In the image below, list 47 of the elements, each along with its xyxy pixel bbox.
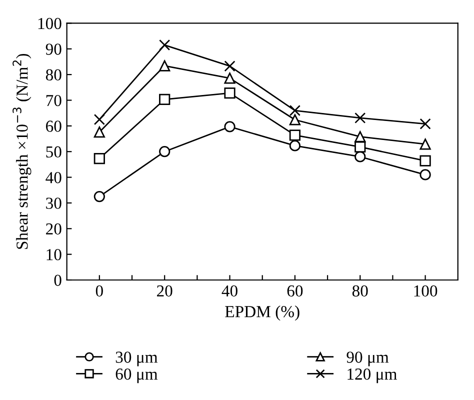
y-axis-title: Shear strength ×10$^{−3}$ (N/m$^{2}$) xyxy=(12,54,32,249)
y-tick-label: 60 xyxy=(46,120,62,132)
point xyxy=(420,118,431,130)
legend-label: 30 μm xyxy=(116,352,158,366)
point xyxy=(159,146,170,158)
point xyxy=(159,39,170,51)
point xyxy=(94,152,105,164)
y-tick-label: 90 xyxy=(46,44,62,55)
point xyxy=(289,104,300,116)
point xyxy=(94,126,105,138)
y-tick-label: 0 xyxy=(54,274,62,286)
point xyxy=(159,94,170,106)
point xyxy=(94,190,105,202)
x-tick-label: 80 xyxy=(352,285,368,297)
point xyxy=(224,121,236,132)
legend-label: 120 μm xyxy=(348,368,397,384)
y-tick-label: 40 xyxy=(46,172,62,184)
legend-label: 90 μm xyxy=(346,352,389,366)
point xyxy=(224,60,236,72)
x-tick-label: 20 xyxy=(156,285,172,297)
point xyxy=(94,114,105,126)
point xyxy=(420,155,431,166)
point xyxy=(289,140,300,152)
x-tick-label: 100 xyxy=(414,285,438,297)
point xyxy=(420,169,431,180)
point xyxy=(289,114,300,126)
point xyxy=(420,138,431,150)
x-tick-label: 40 xyxy=(222,285,238,297)
x-tick-label: 0 xyxy=(96,285,103,297)
y-tick-label: 50 xyxy=(46,146,62,158)
point xyxy=(354,141,366,153)
x-axis-title: EPDM (%) xyxy=(225,306,300,321)
y-tick-label: 20 xyxy=(46,223,62,235)
y-tick-label: 80 xyxy=(46,69,62,81)
point xyxy=(159,60,170,72)
y-tick-label: 70 xyxy=(46,94,62,106)
y-tick-label: 10 xyxy=(46,249,62,260)
point xyxy=(289,130,300,141)
point xyxy=(354,151,366,162)
y-tick-label: 30 xyxy=(46,198,62,209)
point xyxy=(224,72,236,84)
legend-label: 60 μm xyxy=(116,368,158,384)
y-tick-label: 100 xyxy=(38,18,62,30)
point xyxy=(354,131,366,142)
x-tick-label: 60 xyxy=(287,285,303,297)
point xyxy=(354,112,366,124)
point xyxy=(224,87,236,99)
